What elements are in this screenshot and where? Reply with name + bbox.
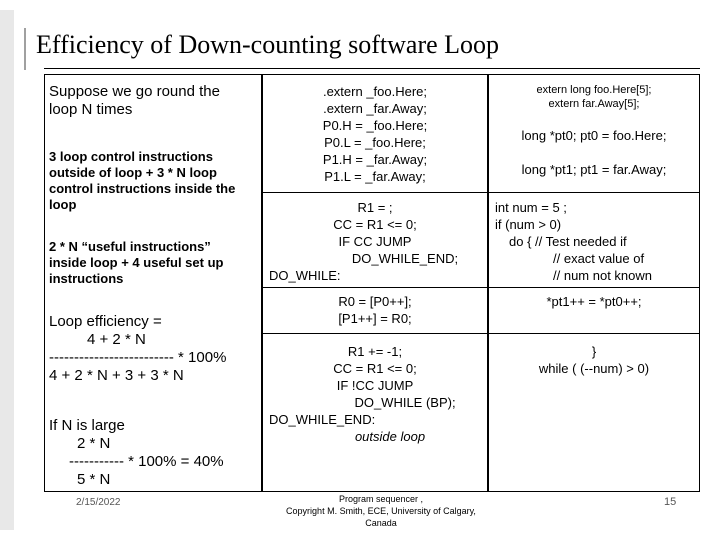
page-number: 15 [664, 496, 677, 508]
title-accent-rule [24, 28, 26, 70]
left-column-box: Suppose we go round the loop N times 3 lo… [44, 74, 262, 492]
slide-title: Efficiency of Down-counting software Loo… [36, 30, 500, 59]
assembly-loop-end-block: R1 += -1; CC = R1 <= 0; IF !CC JUMP DO_WHI… [269, 344, 456, 444]
footer-date: 2/15/2022 [76, 497, 121, 508]
footer-copyright: Program sequencer , Copyright M. Smith, E… [286, 494, 476, 528]
c-loop-test-block: int num = 5 ; if (num > 0) do { // Test n… [495, 200, 652, 283]
c-code-column: extern long foo.Here[5]; extern far.Away… [488, 74, 700, 492]
large-n-formula: If N is large 2 * N ----------- * 100% =… [49, 417, 224, 488]
control-instructions-text: 3 loop control instructions outside of lo… [49, 149, 236, 212]
useful-instructions-text: 2 * N “useful instructions” inside loop +… [49, 239, 224, 286]
c-declarations-block: extern long foo.Here[5]; extern far.Away… [536, 84, 652, 110]
left-accent-bar [0, 10, 14, 530]
assembly-code-column: .extern _foo.Here; .extern _far.Away; P0.… [262, 74, 488, 492]
assembly-setup-block: .extern _foo.Here; .extern _far.Away; P0.… [322, 84, 428, 184]
title-underline [44, 68, 700, 69]
c-loop-end-block: } while ( (--num) > 0) [538, 344, 650, 376]
intro-text: Suppose we go round the loop N times [49, 83, 220, 118]
c-copy-block: *pt1++ = *pt0++; [546, 294, 642, 309]
assembly-copy-block: R0 = [P0++]; [P1++] = R0; [338, 294, 412, 326]
assembly-loop-test-block: R1 = ; CC = R1 <= 0; IF CC JUMP DO_WHILE_E… [269, 200, 459, 283]
loop-efficiency-formula: Loop efficiency = 4 + 2 * N ------------… [49, 313, 227, 384]
c-pointer-setup-block: long *pt0; pt0 = foo.Here; long *pt1; pt… [521, 128, 667, 177]
